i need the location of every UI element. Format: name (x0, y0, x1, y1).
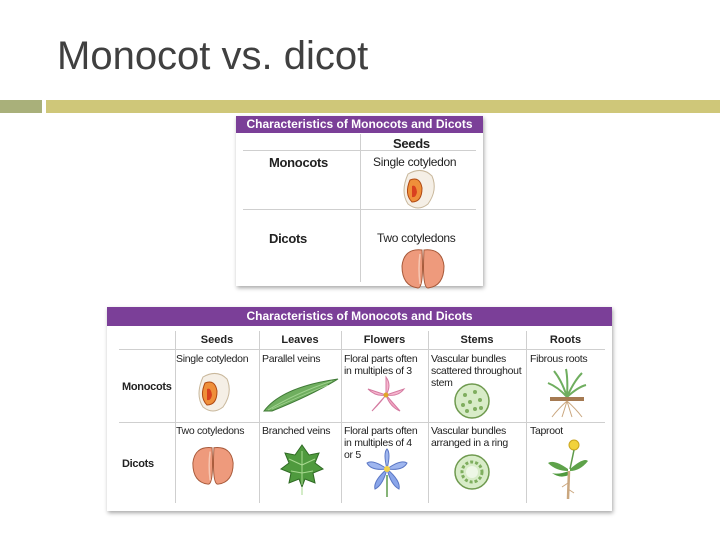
grid-line (243, 209, 476, 210)
title-rule-left (0, 100, 42, 113)
small-column-seeds: Seeds (393, 136, 430, 151)
slide-title: Monocot vs. dicot (57, 34, 369, 78)
title-rule-right (46, 100, 720, 113)
grid-line (243, 150, 476, 151)
monocot-flowers-text-2: in multiples of 3 (344, 365, 412, 377)
taproot-illustration (548, 439, 588, 500)
small-row-monocots: Monocots (269, 155, 328, 170)
dicot-stems-text-1: Vascular bundles (431, 425, 506, 437)
big-table-grid: Seeds Leaves Flowers Stems Roots Monocot… (119, 331, 605, 507)
small-table-grid: Seeds Monocots Single cotyledon Dicots T… (243, 134, 476, 289)
column-roots: Roots (549, 334, 582, 346)
lily-flower-illustration (367, 375, 406, 412)
dicot-leaves-text: Branched veins (262, 425, 331, 437)
monocot-stems-text-1: Vascular bundles (431, 353, 506, 365)
dicot-flower-illustration (366, 448, 408, 497)
small-table-header: Characteristics of Monocots and Dicots (236, 116, 483, 133)
grid-line (175, 331, 176, 503)
ring-vascular-stem-illustration (454, 454, 490, 490)
parallel-vein-leaf-illustration (262, 378, 339, 412)
grid-line (119, 349, 605, 350)
grid-line (428, 331, 429, 503)
monocot-seed-illustration (198, 373, 230, 412)
column-seeds: Seeds (200, 334, 234, 346)
grid-line (341, 331, 342, 503)
dicot-seed-illustration (192, 447, 234, 485)
column-leaves: Leaves (281, 334, 319, 346)
grid-line (259, 331, 260, 503)
scattered-vascular-stem-illustration (454, 383, 490, 419)
small-row-dicots: Dicots (269, 231, 307, 246)
monocot-stems-text-3: stem (431, 377, 453, 389)
dicot-stems-text-2: arranged in a ring (431, 437, 508, 449)
grid-line (360, 134, 361, 282)
dicot-flowers-text-2: in multiples of 4 (344, 437, 412, 449)
small-table: Characteristics of Monocots and Dicots S… (236, 116, 483, 289)
dicot-seeds-text: Two cotyledons (176, 425, 245, 437)
column-flowers: Flowers (363, 334, 406, 346)
column-stems: Stems (460, 334, 494, 346)
monocot-seed-illustration (403, 170, 435, 209)
fibrous-roots-illustration (547, 368, 587, 418)
row-label-monocots: Monocots (122, 381, 172, 393)
dicot-roots-text: Taproot (530, 425, 563, 437)
monocot-leaves-text: Parallel veins (262, 353, 321, 365)
dicot-seed-illustration (401, 249, 445, 289)
dicot-flowers-text-3: or 5 (344, 449, 361, 461)
monocot-stems-text-2: scattered throughout (431, 365, 522, 377)
monocot-roots-text: Fibrous roots (530, 353, 588, 365)
dicot-flowers-text-1: Floral parts often (344, 425, 418, 437)
monocot-flowers-text-1: Floral parts often (344, 353, 418, 365)
grid-line (526, 331, 527, 503)
monocot-seeds-text: Single cotyledon (176, 353, 249, 365)
big-table-header: Characteristics of Monocots and Dicots (107, 307, 612, 326)
branched-vein-leaf-illustration (279, 444, 325, 495)
row-label-dicots: Dicots (122, 458, 154, 470)
grid-line (119, 422, 605, 423)
small-cell-dicot-seed: Two cotyledons (377, 231, 456, 245)
small-cell-monocot-seed: Single cotyledon (373, 155, 457, 169)
big-table: Characteristics of Monocots and Dicots S… (107, 307, 612, 511)
